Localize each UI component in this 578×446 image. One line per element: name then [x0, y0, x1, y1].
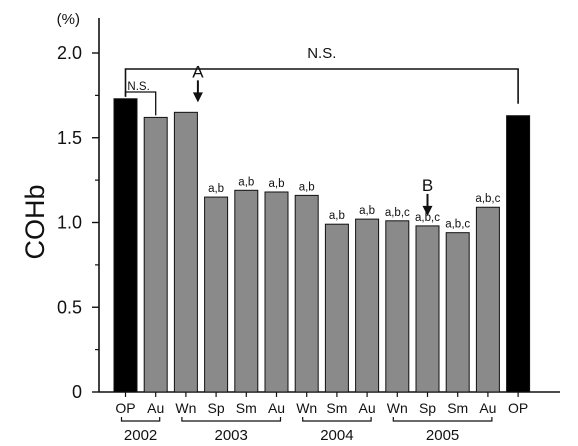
- category-label: Wn: [175, 400, 196, 416]
- significance-label: a,b,c: [445, 219, 470, 231]
- bar: [294, 194, 319, 393]
- significance-label: a,b: [238, 176, 254, 188]
- annotation-arrow-head: [422, 205, 433, 216]
- significance-label: a,b,c: [415, 212, 440, 224]
- category-label: Sm: [236, 400, 257, 416]
- y-tick-label: 1.5: [57, 128, 82, 148]
- bar: [355, 218, 380, 393]
- category-label: Au: [268, 400, 285, 416]
- category-label: Au: [147, 400, 164, 416]
- bar: [264, 191, 289, 393]
- year-bracket: [181, 417, 282, 422]
- significance-label: a,b,c: [385, 207, 410, 219]
- ns-bracket-overall: [124, 68, 519, 104]
- bar: [143, 116, 168, 393]
- significance-label: a,b: [359, 205, 375, 217]
- bar: [234, 189, 259, 393]
- category-label: Sm: [326, 400, 347, 416]
- annotation-label: B: [422, 176, 433, 195]
- category-label: Au: [359, 400, 376, 416]
- year-label: 2005: [426, 427, 459, 444]
- annotation-arrow-head: [192, 92, 203, 103]
- year-bracket: [302, 417, 372, 422]
- category-label: Sp: [208, 400, 225, 416]
- year-label: 2004: [320, 427, 353, 444]
- annotation-label: A: [192, 62, 204, 81]
- y-unit-label: (%): [57, 11, 80, 28]
- axes: 0 0.5 1.0 1.5 2.0 (%) COHb: [20, 11, 560, 402]
- bar: [204, 196, 229, 393]
- bar: [445, 232, 470, 393]
- bar: [506, 115, 531, 393]
- bars: [113, 98, 531, 393]
- y-axis-title: COHb: [20, 184, 50, 259]
- significance-label: a,b,c: [475, 193, 500, 205]
- category-label: Wn: [296, 400, 317, 416]
- bar: [173, 111, 198, 393]
- significance-label: a,b: [208, 183, 224, 195]
- year-label: 2003: [215, 427, 248, 444]
- bar: [324, 223, 349, 393]
- year-bracket: [120, 417, 161, 422]
- category-label: Au: [479, 400, 496, 416]
- significance-label: a,b: [329, 210, 345, 222]
- y-tick-label: 0.5: [57, 297, 82, 317]
- category-label: Sm: [447, 400, 468, 416]
- ns-bracket-2002: [124, 91, 157, 116]
- category-label: OP: [508, 400, 528, 416]
- y-tick-label: 0: [72, 382, 82, 402]
- year-label: 2002: [124, 427, 157, 444]
- labels: OP Au Wn Sp a,b Sm a,b Au a,b Wn a,b Sm a,b Au a,b Wn a,…: [115, 176, 528, 444]
- ns-label-overall: N.S.: [307, 45, 336, 62]
- category-label: Wn: [387, 400, 408, 416]
- annotations: N.S. N.S. A B: [124, 45, 519, 216]
- y-tick-label: 1.0: [57, 213, 82, 233]
- significance-label: a,b: [269, 178, 285, 190]
- category-label: OP: [115, 400, 135, 416]
- bar: [113, 98, 138, 393]
- bar: [415, 225, 440, 393]
- year-bracket: [392, 417, 493, 422]
- bar: [475, 206, 500, 393]
- ns-label-2002: N.S.: [127, 81, 149, 93]
- y-tick-label: 2.0: [57, 43, 82, 63]
- category-label: Sp: [419, 400, 436, 416]
- significance-label: a,b: [299, 181, 315, 193]
- bar: [385, 220, 410, 393]
